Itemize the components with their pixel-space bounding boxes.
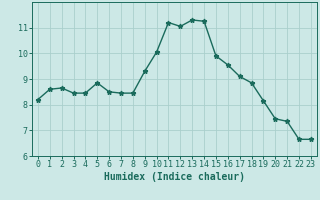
X-axis label: Humidex (Indice chaleur): Humidex (Indice chaleur)	[104, 172, 245, 182]
